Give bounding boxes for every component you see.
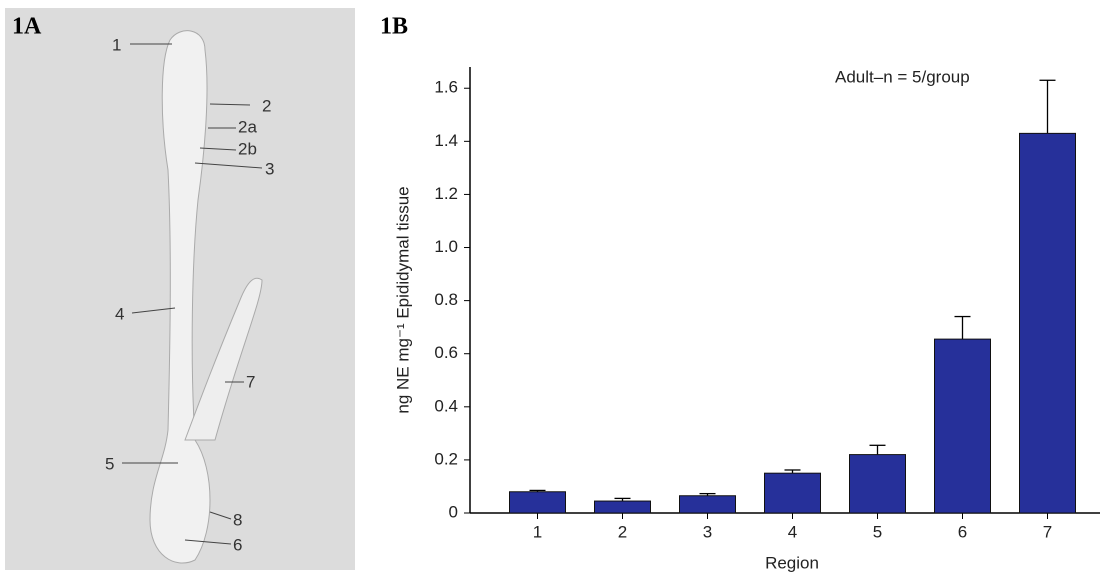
bar (764, 472, 821, 514)
bar (1019, 132, 1076, 514)
y-axis-title: ng NE mg⁻¹ Epididymal tissue (393, 186, 412, 413)
bar (679, 495, 736, 514)
y-tick-label: 1.6 (434, 78, 458, 97)
panel-label: 1A (12, 14, 42, 40)
y-tick-label: 1.2 (434, 184, 458, 203)
y-tick-label: 0.4 (434, 396, 458, 415)
photo-label: 2 (262, 96, 271, 115)
leader-line (209, 511, 232, 520)
x-tick-label: 4 (788, 522, 797, 541)
y-tick-label: 0.8 (434, 290, 458, 309)
x-tick-label: 5 (873, 522, 882, 541)
bar (509, 491, 566, 514)
x-tick-label: 6 (958, 522, 967, 541)
leader-line (131, 307, 176, 314)
leader-line (209, 103, 251, 106)
photo-label: 3 (265, 159, 274, 178)
vas-deferens-photo (184, 277, 263, 441)
bar (934, 338, 991, 514)
x-tick-label: 1 (533, 522, 542, 541)
leader-line (184, 539, 232, 545)
x-tick-label: 2 (618, 522, 627, 541)
bar (594, 500, 651, 514)
photo-label: 7 (246, 372, 255, 391)
x-axis-title: Region (765, 553, 819, 572)
leader-line (199, 147, 237, 151)
photo-label: 1 (112, 35, 121, 54)
bar (849, 454, 906, 514)
epididymis-photo (149, 30, 211, 564)
photo-label: 2a (238, 117, 257, 136)
x-tick-label: 3 (703, 522, 712, 541)
photo-label: 6 (233, 535, 242, 554)
y-tick-label: 0 (449, 502, 458, 521)
photo-label: 4 (115, 304, 124, 323)
annotation: Adult–n = 5/group (835, 67, 970, 86)
x-tick-label: 7 (1043, 522, 1052, 541)
panel-label: 1B (380, 14, 408, 40)
y-tick-label: 0.6 (434, 343, 458, 362)
y-tick-label: 0.2 (434, 449, 458, 468)
photo-label: 2b (238, 139, 257, 158)
photo-label: 5 (105, 454, 114, 473)
y-tick-label: 1.4 (434, 131, 458, 150)
photo-label: 8 (233, 510, 242, 529)
leader-line (194, 162, 263, 169)
y-tick-label: 1.0 (434, 237, 458, 256)
